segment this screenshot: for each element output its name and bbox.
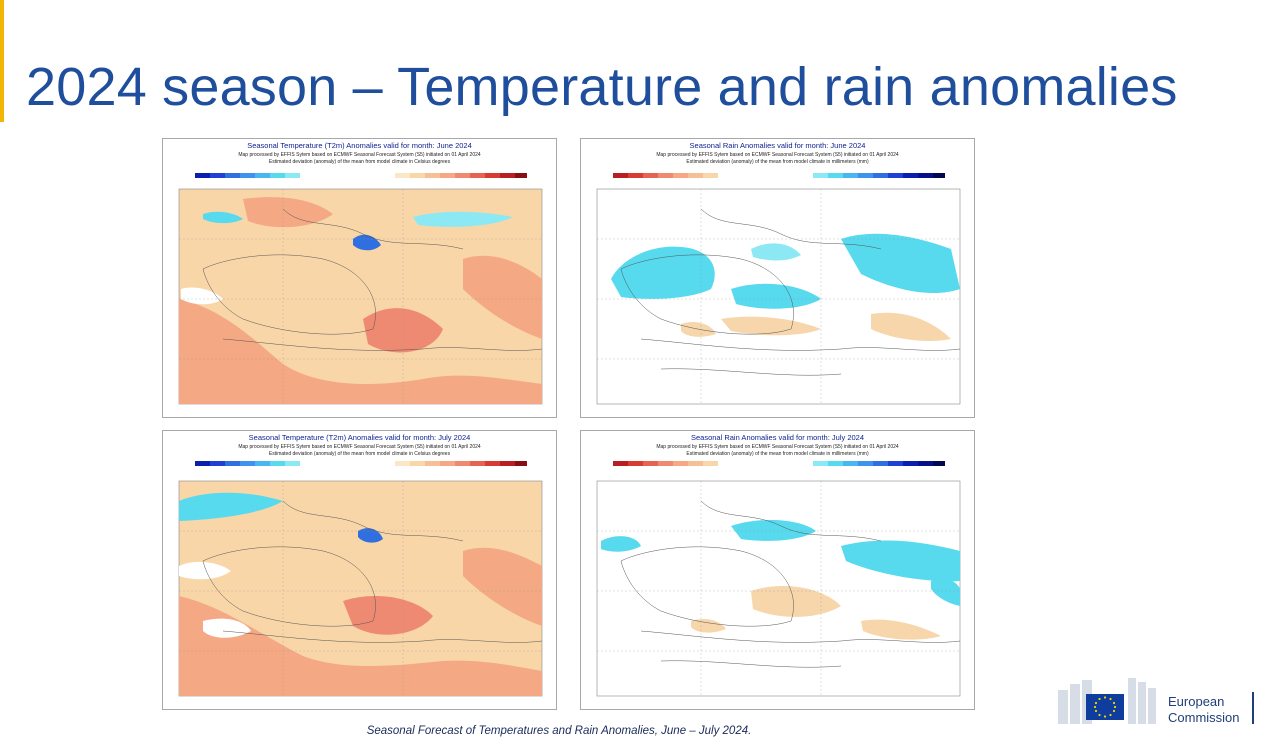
temperature-july-figure	[178, 461, 543, 697]
map-units-note: Estimated deviation (anomaly) of the mea…	[268, 159, 451, 165]
rain-colorbar	[613, 173, 945, 178]
rain-july-map: Seasonal Rain Anomalies valid for month:…	[580, 430, 975, 710]
map-title: Seasonal Temperature (T2m) Anomalies val…	[247, 141, 472, 150]
map-title: Seasonal Temperature (T2m) Anomalies val…	[248, 433, 471, 442]
map-units-note: Estimated deviation (anomaly) of the mea…	[686, 159, 869, 165]
logo-text-line2: Commission	[1168, 710, 1240, 725]
logo-text-line1: European	[1168, 694, 1225, 709]
figure-caption: Seasonal Forecast of Temperatures and Ra…	[366, 725, 752, 737]
map-title: Seasonal Rain Anomalies valid for month:…	[689, 141, 866, 150]
temperature-colorbar	[195, 461, 527, 466]
temperature-june-map: Seasonal Temperature (T2m) Anomalies val…	[162, 138, 557, 418]
map-units-note: Estimated deviation (anomaly) of the mea…	[686, 451, 869, 457]
rain-july-figure	[596, 461, 961, 697]
rain-june-map: Seasonal Rain Anomalies valid for month:…	[580, 138, 975, 418]
map-subtitle: Map processed by EFFIS Sytem based on EC…	[656, 152, 899, 158]
map-title: Seasonal Rain Anomalies valid for month:…	[690, 433, 865, 442]
temperature-colorbar	[195, 173, 527, 178]
slide-title: 2024 season – Temperature and rain anoma…	[26, 57, 1178, 117]
map-subtitle: Map processed by EFFIS Sytem based on EC…	[238, 444, 481, 450]
eu-flag-icon	[1058, 678, 1254, 724]
temperature-july-map: Seasonal Temperature (T2m) Anomalies val…	[162, 430, 557, 710]
rain-june-figure	[596, 173, 961, 405]
map-subtitle: Map processed by EFFIS Sytem based on EC…	[238, 152, 481, 158]
map-units-note: Estimated deviation (anomaly) of the mea…	[268, 451, 451, 457]
accent-bar	[0, 0, 4, 122]
map-subtitle: Map processed by EFFIS Sytem based on EC…	[656, 444, 899, 450]
rain-colorbar	[613, 461, 945, 466]
temperature-june-figure	[178, 173, 543, 405]
